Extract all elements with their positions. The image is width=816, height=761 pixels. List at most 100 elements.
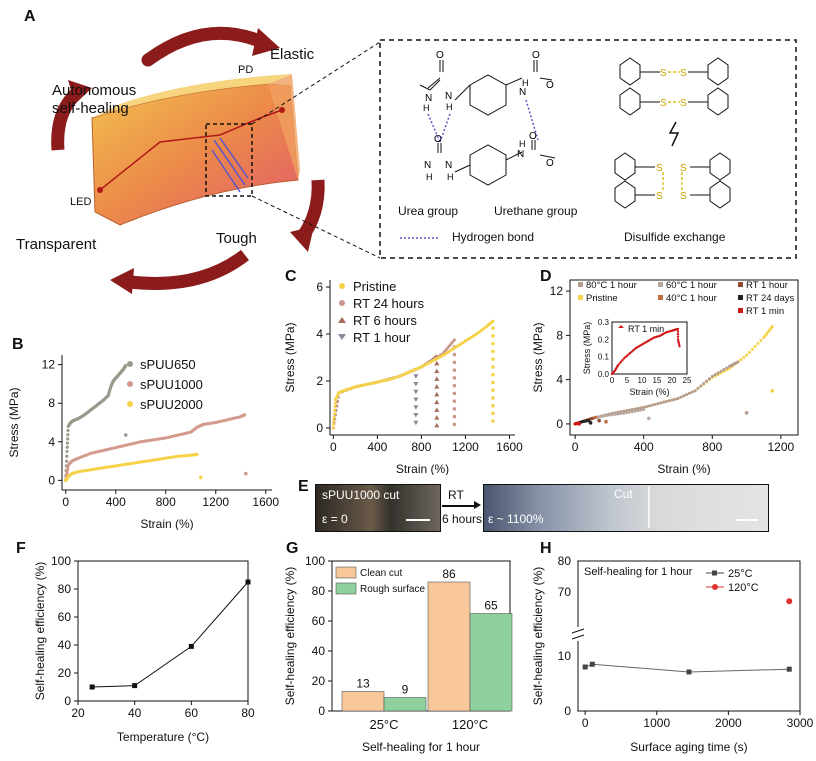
- legend-label: RT 24 hours: [353, 296, 425, 311]
- y-tick-label: 12: [550, 284, 564, 298]
- data-point: [123, 433, 128, 437]
- inset-data-point: [618, 362, 621, 365]
- y-tick-label: 6: [316, 280, 323, 294]
- label-autonomous: Autonomous: [52, 82, 137, 99]
- data-point: [331, 426, 335, 430]
- data-point: [667, 399, 671, 403]
- y-tick-label: 0: [316, 421, 323, 435]
- x-tick-label: 1200: [452, 440, 479, 454]
- data-point: [686, 669, 692, 675]
- data-point: [770, 325, 774, 328]
- label-urethane: Urethane group: [494, 204, 578, 218]
- atom-label: N: [445, 160, 452, 171]
- inset-data-point: [621, 358, 624, 362]
- data-point: [727, 367, 731, 371]
- legend-marker: [738, 295, 743, 300]
- chart-h: 0 1000 2000 3000 0 10 70 80 Self-healing for 1 h…: [531, 554, 814, 754]
- inset-data-point: [619, 360, 623, 364]
- label-pd: PD: [238, 64, 254, 76]
- atom-label: H: [446, 102, 453, 112]
- panel-h-letter: H: [540, 540, 552, 557]
- data-point: [198, 475, 203, 480]
- data-point: [333, 401, 337, 405]
- data-point: [413, 382, 419, 387]
- data-point: [434, 391, 440, 397]
- data-point: [756, 341, 760, 345]
- x-tick-label: 0: [582, 716, 589, 730]
- legend-label: 25°C: [728, 568, 753, 580]
- x-tick-label: 800: [156, 495, 176, 509]
- data-point: [690, 390, 694, 394]
- y-tick-label: 20: [58, 666, 72, 680]
- inset-x-tick-label: 20: [668, 376, 677, 385]
- data-point: [682, 394, 686, 398]
- data-point: [599, 415, 603, 419]
- chart-b: 0 400 800 1200 1600 0 4 8 12 sPUU650 sPUU1000 sPUU2…: [7, 355, 279, 530]
- y-tick-label: 4: [316, 327, 323, 341]
- x-tick-label: 400: [634, 440, 654, 454]
- inset-data-point: [676, 332, 680, 336]
- data-point: [65, 471, 69, 475]
- data-point: [759, 339, 763, 343]
- y-tick-label: 100: [305, 554, 325, 568]
- data-point: [434, 407, 440, 412]
- y-tick-label: 12: [42, 358, 56, 372]
- data-point: [627, 410, 631, 414]
- data-point: [452, 376, 457, 380]
- atom-label: O: [434, 134, 442, 145]
- data-point: [491, 411, 495, 416]
- legend-marker: [339, 283, 345, 289]
- data-point: [413, 374, 419, 379]
- atom-label: H: [426, 172, 433, 182]
- y-tick-label: 8: [48, 396, 55, 410]
- data-point: [610, 413, 614, 417]
- arrowhead-icon: [474, 501, 481, 509]
- plot-frame: [611, 321, 688, 375]
- atom-label: S: [660, 68, 667, 79]
- data-point: [413, 420, 419, 426]
- data-point: [685, 393, 689, 397]
- x-tick-label: 400: [367, 440, 387, 454]
- chart-d: 0 400 800 1200 0 4 8 12 80°C 1 hour 60°C 1 hour RT…: [531, 279, 799, 475]
- data-point: [491, 365, 495, 369]
- atom-label: H: [423, 103, 430, 113]
- photo-after-strain: ε ~ 1100%: [488, 512, 544, 526]
- data-point: [491, 372, 495, 377]
- data-point: [452, 338, 456, 342]
- legend-label: 40°C 1 hour: [666, 293, 717, 304]
- inset-legend-marker: [618, 325, 624, 328]
- data-point: [434, 415, 440, 420]
- data-point: [627, 408, 631, 412]
- legend-label: 80°C 1 hour: [586, 280, 637, 291]
- data-point: [622, 411, 626, 415]
- scale-bar: [736, 519, 758, 521]
- data-point: [597, 418, 601, 423]
- y-axis-title: Self-healing efficiency (%): [283, 567, 297, 706]
- data-point: [745, 353, 749, 357]
- atom-label: S: [680, 98, 687, 109]
- bar: [383, 697, 427, 712]
- inset-y-tick-label: 0.0: [598, 370, 610, 379]
- y-tick-label: 80: [558, 554, 572, 568]
- data-point: [332, 419, 336, 423]
- inset-data-point: [616, 364, 620, 367]
- legend-marker: [578, 282, 583, 287]
- data-point: [710, 374, 714, 378]
- chart-title: Self-healing for 1 hour: [584, 566, 693, 578]
- data-point: [577, 422, 581, 426]
- data-point: [195, 452, 199, 456]
- data-point: [434, 384, 440, 389]
- legend-label: RT 6 hours: [353, 313, 417, 328]
- atom-label: N: [425, 93, 432, 104]
- data-point: [647, 416, 651, 421]
- data-point: [739, 358, 743, 362]
- data-point: [719, 369, 723, 373]
- panel-a-letter: A: [24, 8, 36, 25]
- y-tick-label: 4: [48, 435, 55, 449]
- panel-d-letter: D: [540, 268, 552, 285]
- x-tick-label: 3000: [787, 716, 814, 730]
- legend-marker: [127, 381, 133, 387]
- plot-frame: [569, 279, 799, 436]
- data-point: [753, 344, 757, 348]
